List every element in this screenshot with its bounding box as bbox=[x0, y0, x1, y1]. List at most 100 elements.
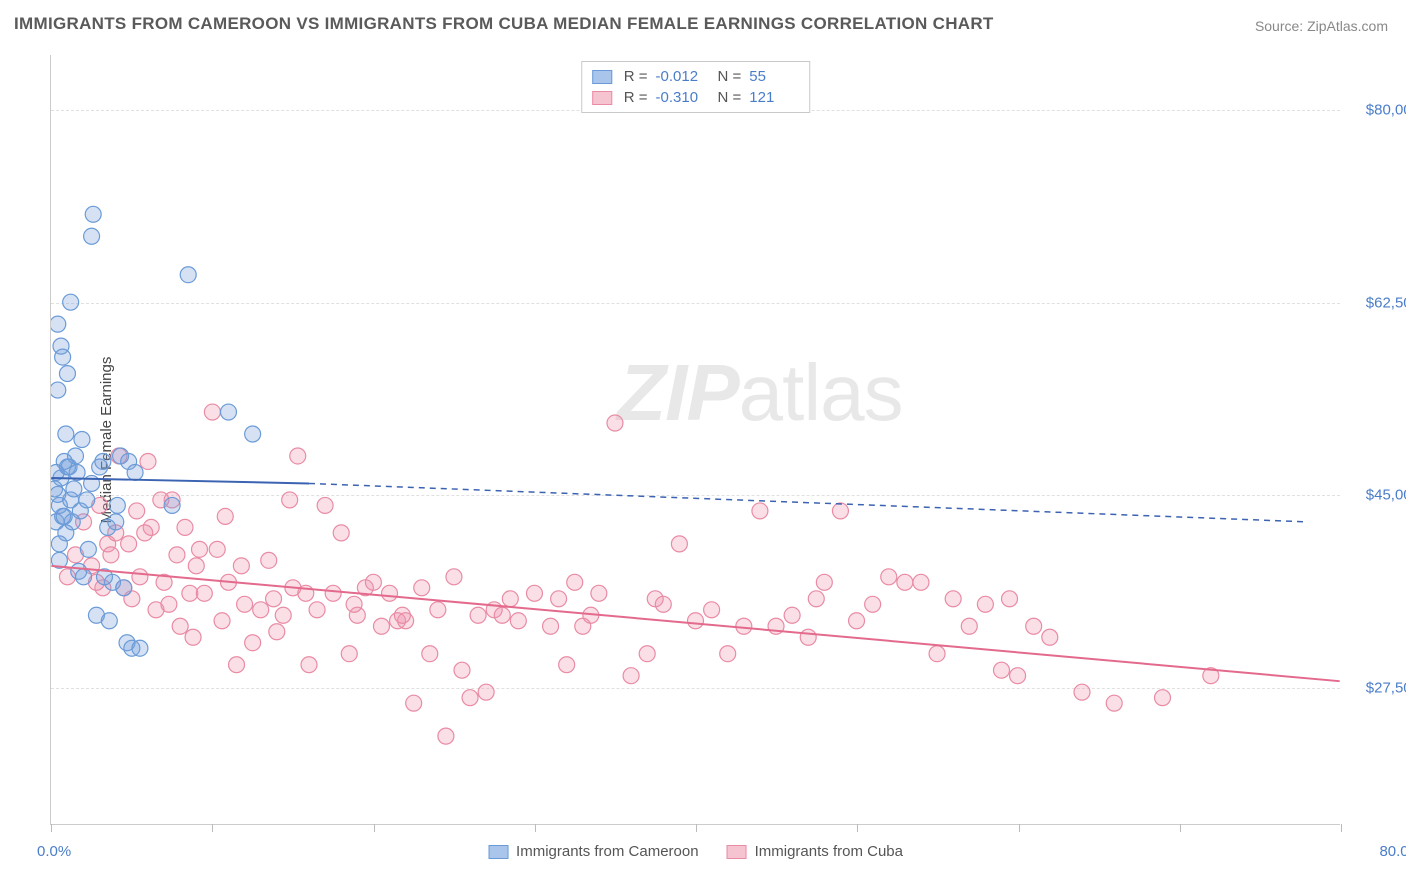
legend-swatch-cameroon bbox=[488, 845, 508, 859]
legend-swatch-cuba bbox=[727, 845, 747, 859]
scatter-point bbox=[245, 635, 261, 651]
scatter-point bbox=[233, 558, 249, 574]
scatter-point bbox=[510, 613, 526, 629]
scatter-point bbox=[204, 404, 220, 420]
scatter-point bbox=[229, 657, 245, 673]
scatter-point bbox=[607, 415, 623, 431]
scatter-point bbox=[502, 591, 518, 607]
scatter-point bbox=[101, 613, 117, 629]
scatter-point bbox=[993, 662, 1009, 678]
scatter-point bbox=[784, 607, 800, 623]
scatter-point bbox=[58, 426, 74, 442]
scatter-point bbox=[422, 646, 438, 662]
scatter-point bbox=[116, 580, 132, 596]
stats-row-cuba: R = -0.310 N = 121 bbox=[592, 87, 800, 108]
scatter-point bbox=[169, 547, 185, 563]
scatter-point bbox=[76, 569, 92, 585]
scatter-point bbox=[109, 497, 125, 513]
scatter-point bbox=[382, 585, 398, 601]
scatter-point bbox=[688, 613, 704, 629]
scatter-point bbox=[188, 558, 204, 574]
scatter-point bbox=[59, 366, 75, 382]
scatter-point bbox=[1010, 668, 1026, 684]
chart-title: IMMIGRANTS FROM CAMEROON VS IMMIGRANTS F… bbox=[14, 14, 994, 34]
scatter-point bbox=[301, 657, 317, 673]
scatter-point bbox=[446, 569, 462, 585]
scatter-point bbox=[478, 684, 494, 700]
scatter-point bbox=[913, 574, 929, 590]
y-tick-label: $80,000 bbox=[1348, 102, 1406, 119]
r-value-cameroon: -0.012 bbox=[656, 66, 706, 87]
scatter-point bbox=[470, 607, 486, 623]
scatter-point bbox=[849, 613, 865, 629]
source-credit: Source: ZipAtlas.com bbox=[1255, 18, 1388, 34]
scatter-point bbox=[720, 646, 736, 662]
scatter-point bbox=[752, 503, 768, 519]
scatter-point bbox=[85, 206, 101, 222]
scatter-point bbox=[929, 646, 945, 662]
scatter-point bbox=[266, 591, 282, 607]
scatter-point bbox=[161, 596, 177, 612]
scatter-point bbox=[56, 508, 72, 524]
scatter-point bbox=[543, 618, 559, 634]
scatter-point bbox=[275, 607, 291, 623]
x-axis-max-label: 80.0% bbox=[1379, 843, 1406, 860]
scatter-point bbox=[192, 541, 208, 557]
scatter-point bbox=[736, 618, 752, 634]
scatter-point bbox=[325, 585, 341, 601]
x-tick bbox=[535, 824, 536, 832]
correlation-stats-box: R = -0.012 N = 55 R = -0.310 N = 121 bbox=[581, 61, 811, 113]
scatter-point bbox=[1155, 690, 1171, 706]
scatter-point bbox=[55, 349, 71, 365]
scatter-point bbox=[95, 453, 111, 469]
scatter-point bbox=[341, 646, 357, 662]
scatter-point bbox=[591, 585, 607, 601]
scatter-point bbox=[180, 267, 196, 283]
scatter-point bbox=[551, 591, 567, 607]
legend-item-cuba: Immigrants from Cuba bbox=[727, 843, 903, 860]
r-label: R = bbox=[624, 87, 648, 108]
scatter-point bbox=[127, 464, 143, 480]
scatter-point bbox=[196, 585, 212, 601]
scatter-point bbox=[462, 690, 478, 706]
scatter-point bbox=[220, 404, 236, 420]
stats-row-cameroon: R = -0.012 N = 55 bbox=[592, 66, 800, 87]
scatter-point bbox=[132, 569, 148, 585]
y-tick-label: $45,000 bbox=[1348, 487, 1406, 504]
scatter-point bbox=[832, 503, 848, 519]
scatter-point bbox=[1074, 684, 1090, 700]
scatter-point bbox=[282, 492, 298, 508]
scatter-point bbox=[365, 574, 381, 590]
x-tick bbox=[1341, 824, 1342, 832]
scatter-point bbox=[51, 382, 66, 398]
n-value-cuba: 121 bbox=[749, 87, 799, 108]
y-tick-label: $27,500 bbox=[1348, 679, 1406, 696]
scatter-point bbox=[177, 519, 193, 535]
scatter-point bbox=[317, 497, 333, 513]
scatter-point bbox=[209, 541, 225, 557]
scatter-point bbox=[51, 536, 67, 552]
scatter-point bbox=[51, 316, 66, 332]
scatter-point bbox=[103, 547, 119, 563]
scatter-point bbox=[217, 508, 233, 524]
swatch-cuba bbox=[592, 91, 612, 105]
scatter-point bbox=[655, 596, 671, 612]
chart-container: IMMIGRANTS FROM CAMEROON VS IMMIGRANTS F… bbox=[0, 0, 1406, 892]
scatter-point bbox=[185, 629, 201, 645]
scatter-point bbox=[526, 585, 542, 601]
scatter-point bbox=[865, 596, 881, 612]
scatter-point bbox=[333, 525, 349, 541]
scatter-point bbox=[140, 453, 156, 469]
x-tick bbox=[51, 824, 52, 832]
scatter-point bbox=[182, 585, 198, 601]
scatter-point bbox=[977, 596, 993, 612]
scatter-point bbox=[172, 618, 188, 634]
x-tick bbox=[1019, 824, 1020, 832]
scatter-point bbox=[108, 514, 124, 530]
scatter-point bbox=[72, 503, 88, 519]
scatter-point bbox=[245, 426, 261, 442]
scatter-point bbox=[346, 596, 362, 612]
scatter-point bbox=[66, 481, 82, 497]
bottom-legend: Immigrants from Cameroon Immigrants from… bbox=[488, 843, 903, 860]
scatter-point bbox=[897, 574, 913, 590]
